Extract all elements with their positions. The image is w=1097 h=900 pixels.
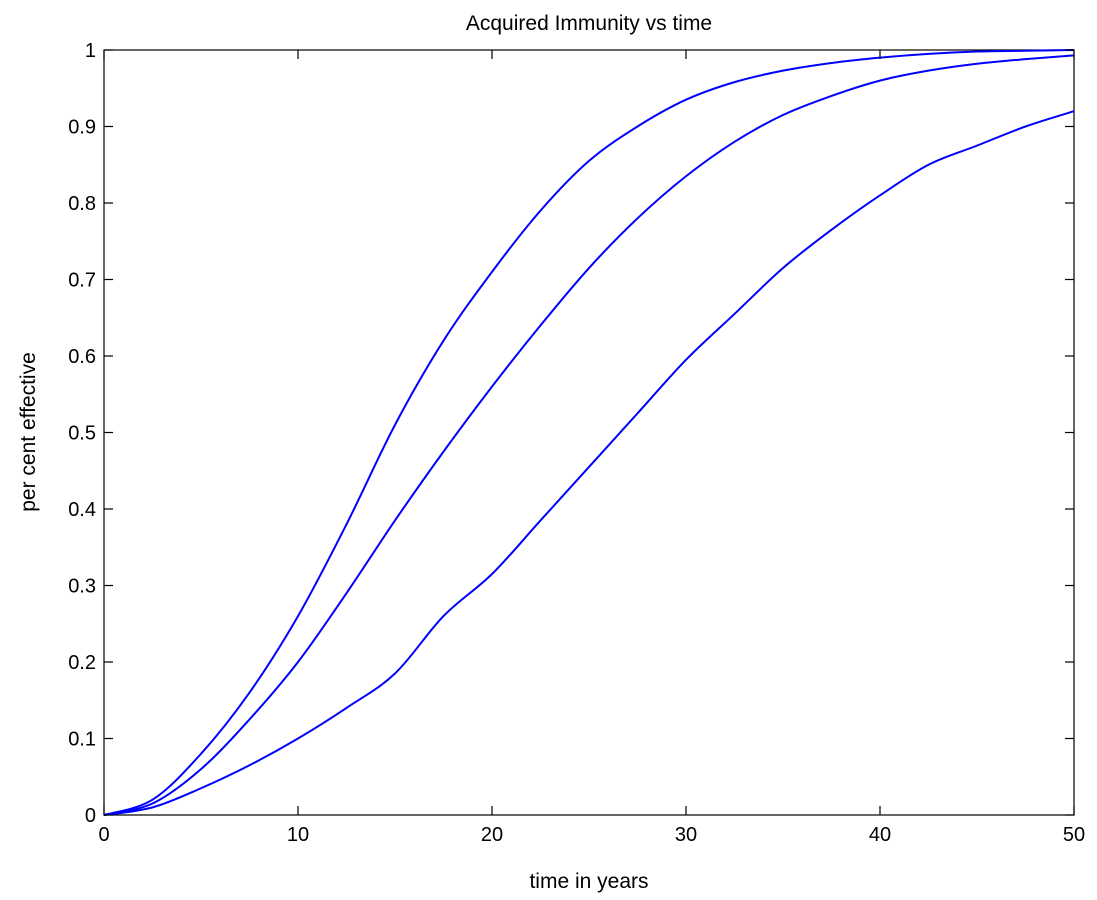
x-tick-label: 20	[481, 824, 503, 846]
x-tick-label: 40	[869, 824, 891, 846]
y-tick-label: 0.4	[68, 499, 96, 521]
x-tick-label: 10	[287, 824, 309, 846]
x-axis-label: time in years	[529, 870, 648, 893]
y-tick-label: 0.8	[68, 193, 96, 215]
series-line-3	[103, 110, 1075, 816]
chart-title: Acquired Immunity vs time	[466, 12, 712, 35]
series-layer	[103, 49, 1075, 816]
y-tick-label: 0.6	[68, 346, 96, 368]
y-tick-label: 0.3	[68, 576, 96, 598]
x-tick-label: 0	[98, 824, 109, 846]
series-line-1	[103, 49, 1075, 816]
x-tick-label: 30	[675, 824, 697, 846]
y-tick-label: 0	[85, 805, 96, 827]
y-tick-label: 0.5	[68, 423, 96, 445]
x-axis-ticks: 0 10 20 30 40 50	[98, 50, 1085, 846]
y-tick-label: 0.7	[68, 270, 96, 292]
y-axis-ticks: 0 0.1 0.2 0.3 0.4 0.5 0.6 0.7 0.8 0.9 1	[68, 40, 1074, 827]
x-tick-label: 50	[1063, 824, 1085, 846]
y-axis-label: per cent effective	[17, 352, 40, 512]
series-line-2	[103, 54, 1075, 816]
y-tick-label: 0.9	[68, 117, 96, 139]
y-tick-label: 0.1	[68, 729, 96, 751]
y-tick-label: 0.2	[68, 652, 96, 674]
y-tick-label: 1	[85, 40, 96, 62]
